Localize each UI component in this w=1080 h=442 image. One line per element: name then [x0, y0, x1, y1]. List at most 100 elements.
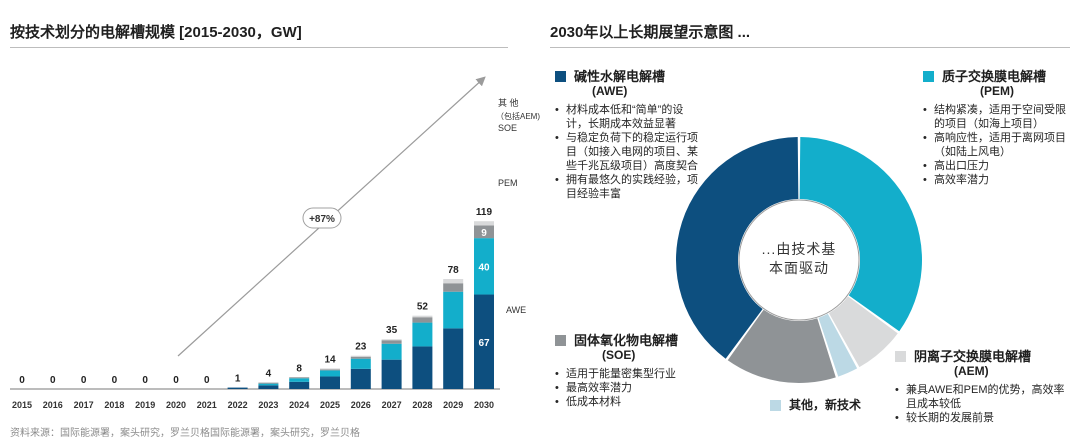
- bar-segment-other: [320, 368, 340, 370]
- donut-slice-other: [818, 313, 858, 377]
- other-legend-swatch: [770, 400, 781, 411]
- bar-segment-soe: [289, 377, 310, 379]
- bar-segment-awe: [381, 359, 402, 389]
- segment-value-label: 40: [478, 262, 490, 273]
- bar-segment-soe: [474, 225, 494, 239]
- awe-callout: 碱性水解电解槽 (AWE) 材料成本低和“简单”的设计，长期成本效益显著与稳定负…: [555, 69, 705, 201]
- x-tick-label: 2017: [74, 400, 94, 410]
- donut-slice-pem: [799, 137, 922, 332]
- x-tick-label: 2018: [104, 400, 124, 410]
- legend-pem: PEM: [498, 178, 518, 188]
- donut-slice-soe: [727, 309, 836, 383]
- pem-name: 质子交换膜电解槽: [942, 69, 1047, 84]
- soe-points: 适用于能量密集型行业最高效率潜力低成本材料: [555, 367, 730, 409]
- legend-other: 其 他: [498, 97, 519, 108]
- bar-total-label: 0: [19, 375, 25, 386]
- aem-callout: 阴离子交换膜电解槽 (AEM) 兼具AWE和PEM的优势，高效率且成本较低较长期…: [895, 349, 1075, 425]
- other-callout: 其他，新技术: [770, 398, 890, 413]
- pem-callout: 质子交换膜电解槽 (PEM) 结构紧凑，适用于空间受限的项目（如海上项目）高响应…: [923, 69, 1073, 187]
- bar-segment-other: [381, 339, 402, 341]
- bar-total-label: 78: [448, 265, 460, 276]
- x-tick-label: 2030: [474, 400, 494, 410]
- bar-segment-awe: [412, 346, 433, 389]
- bar-segment-other: [443, 279, 464, 284]
- pem-point: 结构紧凑，适用于空间受限的项目（如海上项目）: [923, 103, 1073, 131]
- soe-point: 最高效率潜力: [555, 381, 730, 395]
- aem-points: 兼具AWE和PEM的优势，高效率且成本较低较长期的发展前景: [895, 383, 1075, 425]
- legend-awe: AWE: [506, 305, 526, 315]
- x-tick-label: 2016: [43, 400, 63, 410]
- segment-value-label: 67: [478, 338, 490, 349]
- left-title-divider: [10, 47, 508, 48]
- x-tick-label: 2019: [135, 400, 155, 410]
- x-tick-label: 2020: [166, 400, 186, 410]
- awe-points: 材料成本低和“简单”的设计，长期成本效益显著与稳定负荷下的稳定运行项目（如接入电…: [555, 103, 705, 201]
- aem-point: 兼具AWE和PEM的优势，高效率且成本较低: [895, 383, 1075, 411]
- donut-slice-aem: [828, 296, 898, 368]
- bar-segment-soe: [350, 356, 371, 359]
- donut-center: [738, 199, 860, 321]
- bar-segment-other: [412, 315, 433, 318]
- bar-segment-awe: [443, 328, 464, 389]
- soe-point: 低成本材料: [555, 395, 730, 409]
- segment-value-label: 9: [481, 228, 487, 239]
- other-name: 其他，新技术: [789, 398, 862, 412]
- awe-legend-swatch: [555, 71, 566, 82]
- donut-slice-awe: [676, 137, 799, 359]
- bar-total-label: 119: [476, 207, 493, 218]
- left-chart-title: 按技术划分的电解槽规模 [2015-2030，GW]: [10, 24, 302, 41]
- bar-segment-pem: [289, 378, 310, 382]
- x-tick-label: 2028: [412, 400, 432, 410]
- source-note: 资料来源：国际能源署，案头研究，罗兰贝格国际能源署，案头研究，罗兰贝格: [10, 428, 360, 439]
- pem-legend-swatch: [923, 71, 934, 82]
- bar-total-label: 0: [81, 375, 87, 386]
- bar-total-label: 0: [142, 375, 148, 386]
- bar-segment-awe: [320, 376, 340, 389]
- bar-segment-soe: [381, 340, 402, 344]
- soe-abbr: (SOE): [602, 348, 636, 362]
- bar-total-label: 52: [417, 302, 429, 313]
- stacked-bar-chart: +87% 2015 0 2016 0 2017 0 2018 0 2019 0 2020 0 2021 0 2…: [10, 76, 540, 410]
- bar-segment-soe: [320, 369, 340, 371]
- bar-segment-soe: [258, 382, 279, 384]
- pem-point: 高出口压力: [923, 159, 1073, 173]
- bar-segment-pem: [474, 238, 494, 295]
- bar-total-label: 0: [204, 375, 210, 386]
- aem-point: 较长期的发展前景: [895, 411, 1075, 425]
- bar-segment-pem: [258, 383, 279, 386]
- x-tick-label: 2026: [351, 400, 371, 410]
- x-tick-label: 2029: [443, 400, 463, 410]
- right-title-divider: [550, 47, 1070, 48]
- legend-other-note: （包括AEM): [496, 111, 540, 121]
- legend-soe: SOE: [498, 123, 517, 133]
- bar-segment-soe: [443, 283, 464, 292]
- x-tick-label: 2023: [258, 400, 278, 410]
- soe-name: 固体氧化物电解槽: [574, 333, 679, 348]
- soe-legend-swatch: [555, 335, 566, 346]
- pem-abbr: (PEM): [980, 84, 1014, 98]
- bar-segment-awe: [289, 381, 310, 389]
- right-chart-title: 2030年以上长期展望示意图 ...: [550, 24, 751, 41]
- donut-center-text: 本面驱动: [769, 260, 829, 276]
- awe-name: 碱性水解电解槽: [574, 69, 666, 84]
- x-tick-label: 2022: [228, 400, 248, 410]
- x-tick-label: 2024: [289, 400, 309, 410]
- bar-segment-other: [350, 355, 371, 357]
- bar-segment-soe: [412, 317, 433, 323]
- bar-segment-awe: [227, 387, 248, 389]
- bar-total-label: 35: [386, 325, 398, 336]
- aem-name: 阴离子交换膜电解槽: [914, 349, 1032, 364]
- soe-callout: 固体氧化物电解槽 (SOE) 适用于能量密集型行业最高效率潜力低成本材料: [555, 333, 730, 409]
- donut-center-text: ...由技术基: [762, 241, 837, 257]
- bar-total-label: 23: [355, 342, 367, 353]
- bar-segment-pem: [320, 370, 340, 377]
- x-tick-label: 2015: [12, 400, 32, 410]
- bar-total-label: 14: [324, 354, 336, 365]
- bar-total-label: 8: [296, 363, 302, 374]
- bar-segment-awe: [258, 385, 279, 389]
- x-tick-label: 2027: [382, 400, 402, 410]
- pem-point: 高效率潜力: [923, 173, 1073, 187]
- growth-badge: [302, 207, 342, 229]
- bar-total-label: 1: [235, 374, 241, 385]
